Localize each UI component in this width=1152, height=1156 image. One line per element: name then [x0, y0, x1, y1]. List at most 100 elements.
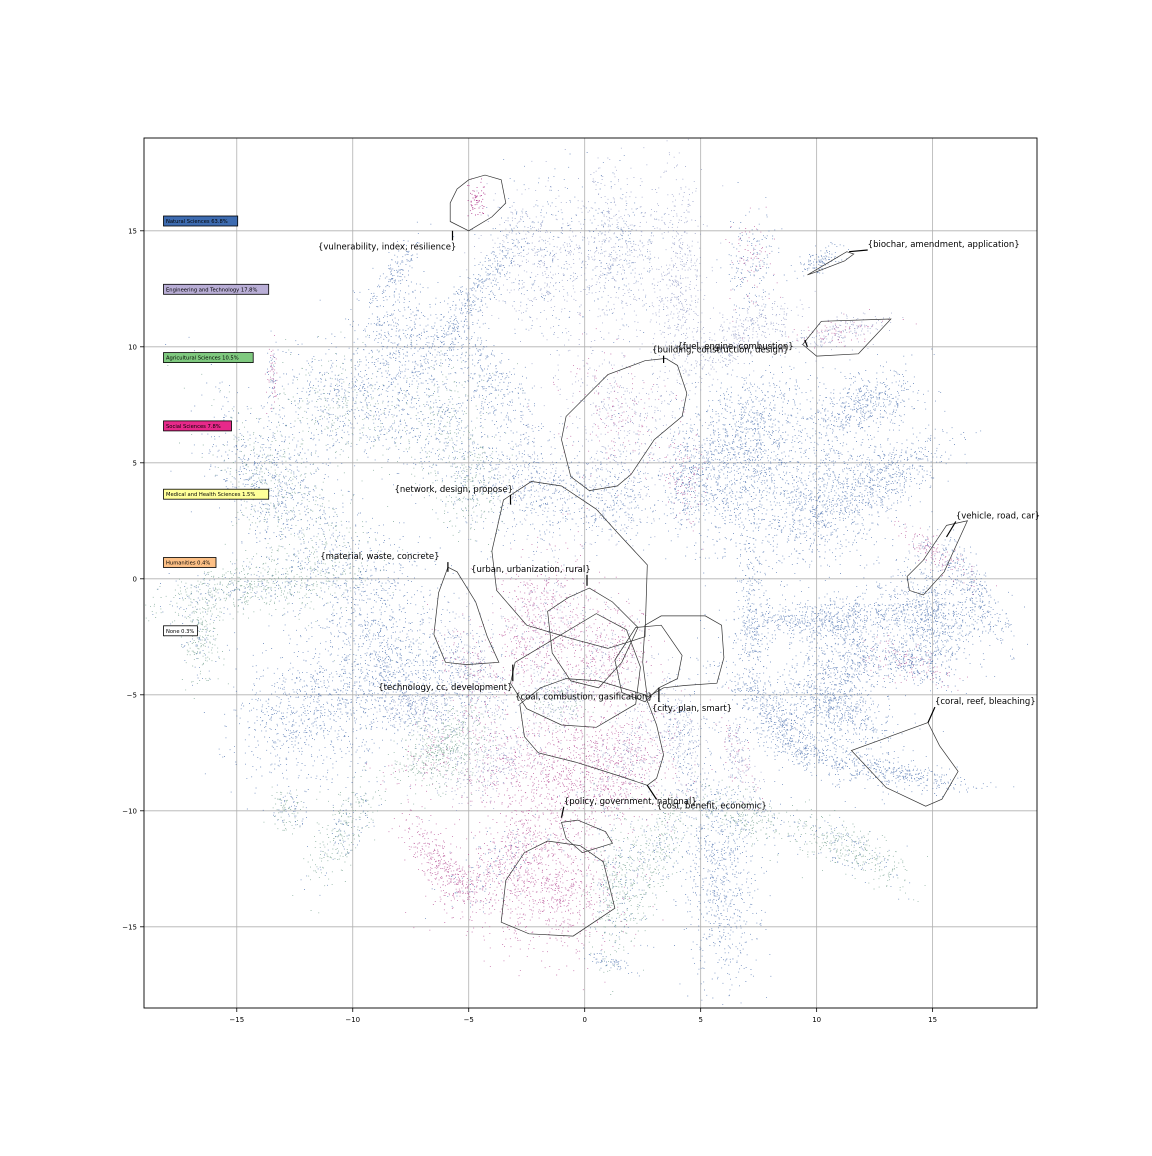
point-cloud-65-series-1 — [365, 707, 485, 809]
point-cloud-44 — [417, 593, 515, 767]
point-cloud-56 — [925, 526, 1028, 660]
point-cloud-32 — [577, 783, 662, 995]
point-cloud-1-series-0 — [226, 299, 451, 492]
x-tick-label-2: −5 — [464, 1016, 474, 1024]
point-cloud-51-series-0 — [368, 221, 432, 325]
legend: Natural Sciences 63.8% Engineering and Te… — [163, 215, 270, 637]
point-cloud-61 — [264, 330, 279, 415]
legend-entry-0: Natural Sciences 63.8% — [163, 215, 239, 227]
point-cloud-65-series-0 — [366, 712, 481, 803]
cluster-label-10: {city, plan, smart} — [652, 704, 732, 714]
point-cloud-24 — [832, 511, 1009, 703]
point-cloud-17-series-0 — [511, 437, 686, 566]
point-cloud-36-series-0 — [451, 775, 664, 991]
point-cloud-46-series-1 — [658, 653, 708, 856]
point-cloud-17-series-1 — [539, 421, 695, 560]
point-cloud-32-series-0 — [577, 783, 662, 995]
legend-label-3: Social Sciences 7.8% — [166, 424, 221, 430]
cluster-label-7: {urban, urbanization, rural} — [471, 565, 591, 575]
point-cloud-18 — [612, 373, 822, 621]
point-cloud-14 — [412, 286, 568, 511]
point-cloud-33-series-0 — [610, 786, 697, 921]
point-cloud-35-series-1 — [747, 799, 928, 902]
x-tick-label-6: 15 — [928, 1016, 937, 1024]
point-cloud-26 — [762, 655, 944, 761]
point-cloud-43 — [417, 712, 581, 821]
point-cloud-9-series-1 — [555, 153, 674, 351]
point-cloud-49-series-1 — [202, 407, 325, 564]
point-cloud-57-series-0 — [263, 786, 318, 835]
point-cloud-53 — [657, 397, 711, 550]
point-cloud-38 — [388, 799, 505, 948]
point-cloud-10-series-0 — [635, 138, 732, 481]
point-cloud-60-series-0 — [894, 520, 997, 595]
legend-label-2: Agricultural Sciences 10.5% — [166, 356, 239, 362]
point-cloud-4-series-0 — [262, 498, 493, 764]
y-tick-label-6: 15 — [128, 227, 137, 235]
legend-swatch-3 — [163, 420, 232, 432]
point-cloud-12-series-0 — [656, 290, 816, 405]
point-cloud-25-series-0 — [779, 573, 908, 775]
point-cloud-41 — [536, 589, 669, 725]
point-cloud-49 — [202, 382, 350, 583]
point-cloud-51 — [368, 221, 432, 325]
cluster-hull-10 — [614, 624, 683, 703]
point-cloud-34-series-1 — [663, 782, 835, 856]
point-cloud-9 — [555, 147, 690, 368]
point-cloud-54 — [778, 748, 1015, 798]
cluster-hull-0 — [449, 174, 507, 232]
point-cloud-59-series-1 — [774, 312, 904, 362]
point-cloud-61-series-1 — [264, 334, 278, 414]
point-cloud-25 — [779, 573, 908, 775]
point-cloud-52 — [414, 385, 513, 560]
legend-swatch-6 — [163, 625, 198, 637]
cluster-arrow-12 — [560, 806, 565, 818]
cluster-label-0: {vulnerability, index, resilience} — [318, 242, 456, 252]
cluster-arrow-2 — [804, 339, 808, 348]
point-cloud-47 — [705, 687, 765, 831]
cluster-label-9: {coal, combustion, gasification} — [515, 692, 653, 702]
point-cloud-5 — [356, 344, 524, 529]
legend-entry-3: Social Sciences 7.8% — [163, 420, 232, 432]
legend-swatch-2 — [163, 352, 254, 364]
cluster-label-6: {material, waste, concrete} — [320, 552, 439, 562]
point-cloud-37-series-1 — [425, 791, 578, 919]
axis-layer: −15 −10 −5 0 5 10 15 −15 −10 −5 0 5 10 15 — [122, 137, 1038, 1024]
point-cloud-56-series-0 — [925, 526, 1028, 660]
point-cloud-19-series-0 — [655, 330, 862, 532]
point-cloud-59 — [774, 308, 917, 362]
legend-label-1: Engineering and Technology 17.8% — [166, 287, 257, 293]
point-cloud-63-series-1 — [523, 667, 594, 729]
point-cloud-64-series-1 — [379, 683, 455, 730]
point-cloud-46 — [651, 653, 717, 856]
point-cloud-8-series-0 — [458, 149, 615, 361]
point-cloud-46-series-0 — [651, 656, 717, 818]
point-cloud-24-series-0 — [832, 511, 1009, 703]
cluster-hull-5 — [491, 481, 648, 649]
cluster-hull-12 — [561, 819, 614, 853]
point-cloud-60-series-1 — [887, 508, 987, 608]
x-tick-label-4: 5 — [698, 1016, 702, 1024]
cluster-arrow-11 — [927, 706, 936, 723]
point-cloud-21-series-0 — [774, 348, 942, 458]
point-cloud-19 — [655, 330, 862, 532]
plot-frame — [143, 137, 1038, 1009]
point-cloud-27 — [713, 704, 898, 809]
point-cloud-17 — [511, 421, 695, 566]
cluster-arrow-1 — [849, 249, 868, 253]
point-cloud-28 — [851, 634, 996, 693]
point-cloud-31 — [641, 709, 778, 1005]
cluster-hull-2 — [802, 318, 892, 357]
point-cloud-22 — [761, 410, 982, 565]
point-cloud-59-series-0 — [782, 308, 917, 352]
point-cloud-2-series-0 — [235, 587, 552, 788]
point-cloud-40-series-1 — [466, 534, 598, 714]
point-cloud-1-series-1 — [270, 331, 428, 474]
point-cloud-8-series-1 — [453, 159, 620, 352]
point-cloud-15 — [309, 244, 482, 440]
point-cloud-50 — [176, 573, 229, 699]
y-tick-label-1: −10 — [122, 807, 137, 815]
legend-label-0: Natural Sciences 63.8% — [166, 219, 228, 225]
point-cloud-3 — [202, 615, 417, 826]
point-cloud-38-series-0 — [388, 799, 505, 948]
